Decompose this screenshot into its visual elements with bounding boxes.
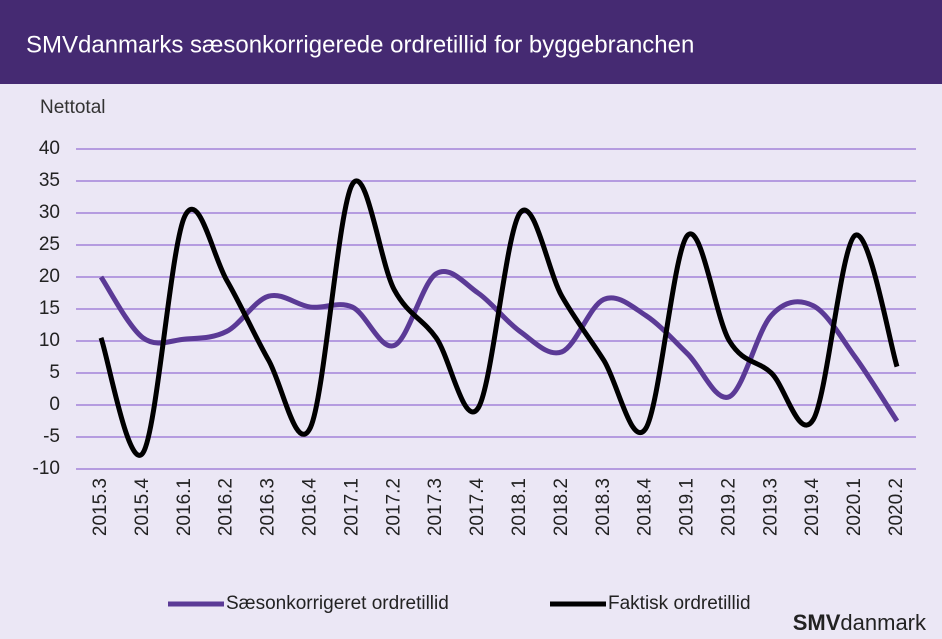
y-axis-label: Nettotal — [40, 97, 105, 118]
x-tick-label: 2016.1 — [174, 478, 195, 536]
x-tick-label: 2018.3 — [593, 478, 614, 536]
legend-label: Sæsonkorrigeret ordretillid — [226, 593, 449, 614]
x-tick-label: 2019.1 — [677, 478, 698, 536]
x-tick-label: 2019.2 — [718, 478, 739, 536]
x-tick-label: 2019.3 — [760, 478, 781, 536]
y-tick-label: 25 — [39, 234, 60, 255]
y-tick-label: 15 — [39, 298, 60, 319]
line — [98, 269, 900, 423]
legend-label: Faktisk ordretillid — [608, 593, 751, 614]
x-tick-label: 2017.1 — [341, 478, 362, 536]
y-tick-label: 35 — [39, 170, 60, 191]
chart-title: SMVdanmarks sæsonkorrigerede ordretillid… — [26, 31, 694, 58]
x-tick-label: 2016.2 — [216, 478, 237, 536]
y-tick-label: 40 — [39, 138, 60, 159]
x-tick-label: 2015.3 — [90, 478, 111, 536]
x-tick-label: 2018.4 — [635, 478, 656, 537]
x-tick-label: 2018.1 — [509, 478, 530, 536]
y-tick-label: -10 — [33, 458, 60, 479]
x-tick-label: 2017.3 — [425, 478, 446, 536]
y-tick-label: -5 — [43, 426, 60, 447]
x-tick-label: 2020.2 — [886, 478, 907, 536]
x-tick-label: 2016.4 — [299, 478, 320, 537]
x-tick-label: 2017.4 — [467, 478, 488, 537]
y-tick-label: 0 — [49, 394, 60, 415]
line — [98, 178, 900, 458]
x-tick-label: 2015.4 — [132, 478, 153, 537]
y-tick-label: 5 — [49, 362, 60, 383]
x-tick-label: 2017.2 — [383, 478, 404, 536]
header — [0, 0, 942, 84]
logo-rest: danmark — [840, 610, 927, 635]
x-tick-label: 2018.2 — [551, 478, 572, 536]
y-tick-label: 10 — [39, 330, 60, 351]
x-tick-label: 2019.4 — [802, 478, 823, 537]
logo-bold: SMV — [793, 610, 841, 635]
logo: SMVdanmark — [793, 610, 927, 635]
x-tick-label: 2020.1 — [844, 478, 865, 536]
y-tick-label: 20 — [39, 266, 60, 287]
y-tick-label: 30 — [39, 202, 60, 223]
x-tick-label: 2016.3 — [258, 478, 279, 536]
